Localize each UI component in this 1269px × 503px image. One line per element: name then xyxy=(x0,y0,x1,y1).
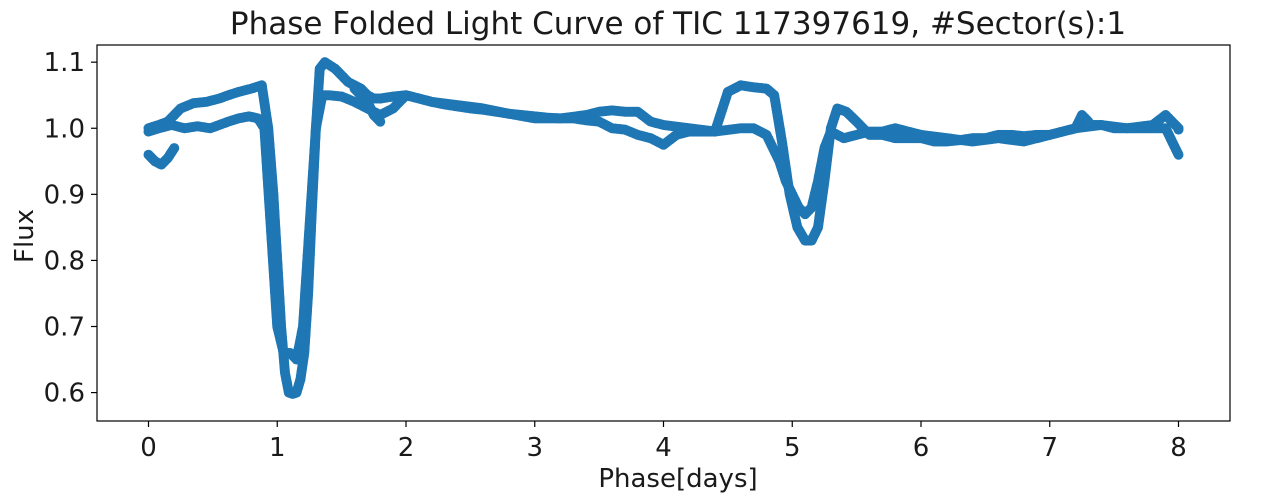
data-point xyxy=(169,143,180,154)
series-1 xyxy=(143,90,1184,365)
y-axis-label: Flux xyxy=(10,209,40,263)
y-tick-label: 0.7 xyxy=(44,313,85,343)
x-tick-label: 7 xyxy=(1041,433,1058,463)
x-axis-label: Phase[days] xyxy=(598,464,757,494)
data-point xyxy=(1083,116,1094,127)
data-point xyxy=(1173,124,1184,135)
x-tick-label: 6 xyxy=(913,433,930,463)
series-2 xyxy=(143,83,1184,170)
x-axis-ticks: 0 1 2 3 4 5 6 7 8 xyxy=(140,421,1187,463)
y-tick-label: 0.8 xyxy=(44,246,85,276)
data-point xyxy=(1173,149,1184,160)
x-tick-label: 8 xyxy=(1170,433,1187,463)
data-points-layer xyxy=(143,57,1184,399)
x-tick-label: 1 xyxy=(269,433,286,463)
y-tick-label: 0.6 xyxy=(44,379,85,409)
x-tick-label: 3 xyxy=(526,433,543,463)
chart-title: Phase Folded Light Curve of TIC 11739761… xyxy=(230,6,1126,42)
data-point xyxy=(375,116,386,127)
x-tick-label: 4 xyxy=(655,433,672,463)
y-tick-label: 1.0 xyxy=(44,114,85,144)
y-tick-label: 1.1 xyxy=(44,48,85,78)
y-tick-label: 0.9 xyxy=(44,180,85,210)
x-tick-label: 2 xyxy=(398,433,415,463)
x-tick-label: 5 xyxy=(784,433,801,463)
y-axis-ticks: 0.6 0.7 0.8 0.9 1.0 1.1 xyxy=(44,48,97,409)
x-tick-label: 0 xyxy=(140,433,157,463)
